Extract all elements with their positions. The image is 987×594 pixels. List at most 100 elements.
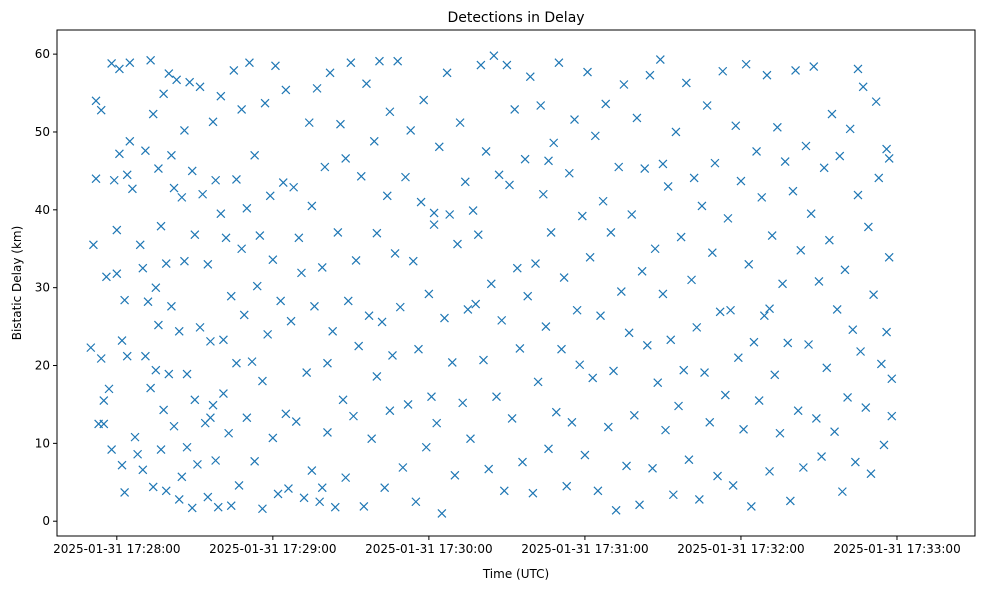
data-point [153,164,163,173]
data-point [203,492,213,502]
data-point [603,422,613,432]
data-point [250,150,260,160]
data-point [271,61,280,71]
data-point [731,121,741,131]
data-point [125,58,135,68]
data-point [689,173,699,183]
data-point [853,190,863,200]
data-point [692,322,702,332]
data-point [401,172,410,182]
data-point [354,341,364,351]
data-point [840,265,850,275]
data-point [260,98,270,108]
data-point [372,228,382,238]
data-point [107,59,117,68]
data-point [216,91,226,101]
data-point [874,173,884,183]
data-point [88,240,98,250]
data-point [507,414,517,423]
data-point [681,78,691,88]
data-point [304,118,314,128]
data-point [570,115,579,124]
data-point [536,101,546,110]
data-point [546,227,556,237]
data-point [871,97,881,107]
data-point [562,481,572,491]
data-point [450,470,460,480]
data-point [687,275,696,285]
data-point [811,414,821,423]
data-point [307,201,317,211]
data-point [447,357,457,367]
data-point [325,68,335,78]
data-point [767,231,777,240]
data-point [148,482,158,492]
data-point [778,279,787,289]
data-point [614,162,624,172]
data-point [416,197,426,207]
data-point [648,463,657,473]
data-point [380,483,390,493]
data-point [187,166,197,176]
data-point [320,162,330,172]
data-point [151,365,161,375]
data-point [512,263,522,273]
data-point [601,99,611,109]
data-point [476,60,486,70]
data-point [775,428,785,438]
data-point [658,159,668,169]
data-point [193,459,202,469]
data-point [406,125,416,135]
data-point [640,164,650,173]
data-point [180,125,189,135]
data-point [655,55,665,65]
data-point [122,351,132,361]
data-point [567,417,577,427]
data-point [832,305,842,314]
data-point [258,376,267,386]
data-point [499,486,509,496]
data-point [278,178,288,188]
data-point [798,463,808,472]
data-point [258,504,267,514]
data-point [151,283,161,293]
data-point [858,82,868,92]
data-point [538,189,548,199]
data-point [707,248,717,258]
data-point [377,317,387,327]
data-point [343,296,353,306]
data-point [759,311,769,321]
data-point [284,484,293,493]
x-tick-label: 2025-01-31 17:30:00 [365,542,492,556]
data-point [114,149,124,159]
data-point [232,175,241,184]
data-point [715,307,725,317]
data-point [549,138,559,148]
data-point [866,469,876,479]
data-point [757,192,767,202]
data-point [364,311,374,321]
data-point [479,355,488,365]
data-point [99,419,109,429]
data-point [564,168,574,178]
data-point [525,72,535,82]
data-point [765,304,774,314]
data-point [250,456,260,466]
x-tick-label: 2025-01-31 17:32:00 [677,542,804,556]
data-point [713,471,722,481]
data-point [635,500,644,510]
data-point [830,427,839,437]
data-point [679,365,689,375]
data-point [247,357,257,367]
data-point [429,220,439,230]
data-point [468,206,478,216]
data-point [705,417,715,427]
data-point [297,268,306,278]
data-point [234,480,244,490]
data-point [86,343,96,353]
data-point [856,347,865,356]
data-point [385,107,395,117]
data-point [624,328,634,338]
data-point [237,244,247,254]
y-tick-label: 0 [42,514,50,528]
